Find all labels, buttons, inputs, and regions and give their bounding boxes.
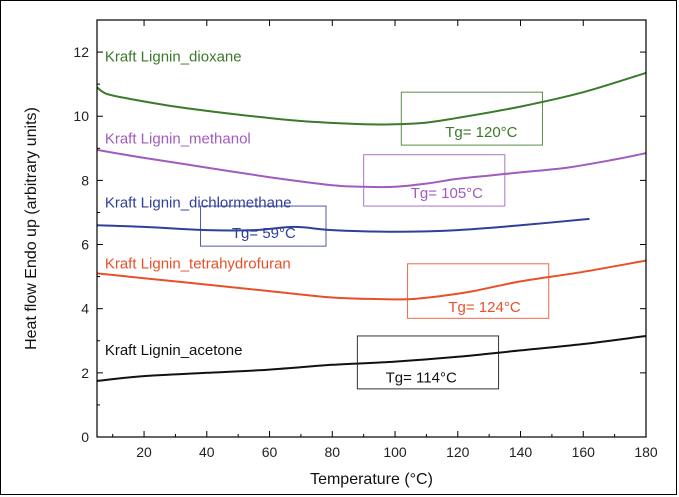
y-tick-label: 4 xyxy=(81,301,89,317)
x-tick-label: 180 xyxy=(634,444,658,460)
y-tick-label: 6 xyxy=(81,237,89,253)
x-tick-label: 80 xyxy=(324,444,340,460)
tg-annotation-label: Tg= 105°C xyxy=(411,185,483,202)
plot-area-border xyxy=(96,19,647,438)
tg-annotation-box xyxy=(407,263,550,319)
series-lines xyxy=(96,71,647,382)
series-labels: Kraft Lignin_dioxane Tg= 120°C Kraft Ligni… xyxy=(105,49,521,387)
axis-ticks: 20 40 60 80 100 120 140 160 180 0 2 4 6 8 10 12 xyxy=(73,20,658,460)
x-tick-label: 120 xyxy=(446,444,470,460)
x-tick-label: 160 xyxy=(572,444,596,460)
tg-annotation-label: Tg= 59°C xyxy=(232,225,296,242)
series-name-label: Kraft Lignin_dichlormethane xyxy=(105,195,292,212)
series-name-label: Kraft Lignin_dioxane xyxy=(105,49,242,66)
series-line xyxy=(96,259,647,301)
series-line xyxy=(96,335,647,382)
tg-annotation-box xyxy=(200,205,327,247)
x-axis-title: Temperature (°C) xyxy=(310,471,433,488)
tg-annotation-label: Tg= 124°C xyxy=(448,299,520,316)
x-tick-label: 40 xyxy=(199,444,215,460)
y-tick-label: 12 xyxy=(73,44,89,60)
y-tick-label: 0 xyxy=(81,429,89,445)
series-name-label: Kraft Lignin_acetone xyxy=(105,342,243,359)
annotation-boxes xyxy=(200,91,550,390)
tg-annotation-box xyxy=(356,335,500,390)
y-tick-label: 2 xyxy=(81,365,89,381)
series-line xyxy=(96,148,647,189)
series-line xyxy=(96,71,647,126)
tg-annotation-label: Tg= 114°C xyxy=(386,369,457,386)
x-tick-label: 60 xyxy=(262,444,278,460)
tg-annotation-box xyxy=(363,154,506,207)
x-tick-label: 20 xyxy=(136,444,152,460)
tg-annotation-box xyxy=(400,91,543,146)
tg-annotation-label: Tg= 120°C xyxy=(445,124,517,141)
series-name-label: Kraft Lignin_tetrahydrofuran xyxy=(105,256,291,273)
y-tick-label: 8 xyxy=(81,172,89,188)
x-tick-label: 100 xyxy=(383,444,407,460)
series-name-label: Kraft Lignin_methanol xyxy=(105,130,251,147)
x-tick-label: 140 xyxy=(509,444,533,460)
series-line xyxy=(96,217,590,233)
y-tick-label: 10 xyxy=(73,108,89,124)
y-axis-title: Heat flow Endo up (arbitrary units) xyxy=(23,107,40,350)
